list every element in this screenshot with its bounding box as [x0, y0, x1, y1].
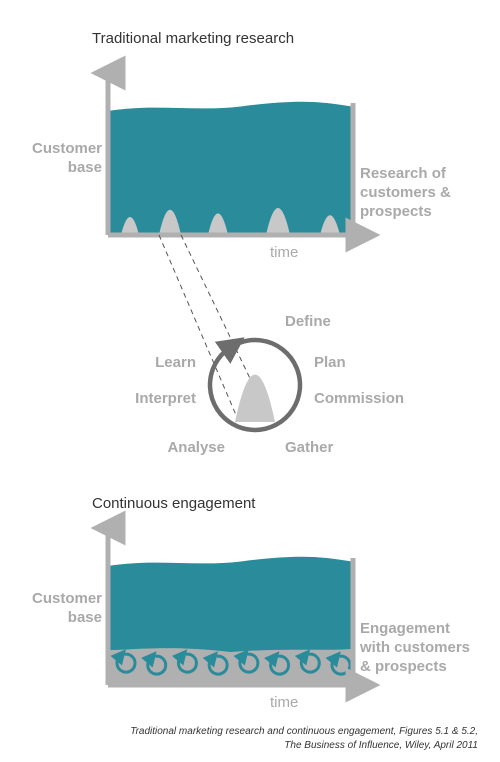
svg-text:Commission: Commission: [314, 390, 404, 407]
bottom-xlabel: time: [270, 694, 298, 713]
svg-text:Plan: Plan: [314, 354, 346, 371]
svg-text:Interpret: Interpret: [135, 390, 196, 407]
svg-text:Learn: Learn: [155, 354, 196, 371]
bottom-chart: [100, 520, 370, 695]
svg-text:Analyse: Analyse: [167, 439, 225, 456]
page: Traditional marketing research Customerb…: [0, 0, 500, 762]
bottom-title: Continuous engagement: [92, 495, 255, 512]
bottom-ylabel: Customerbase: [22, 590, 102, 628]
cycle-diagram: Define Plan Commission Gather Analyse Interpr…: [0, 0, 500, 500]
caption: Traditional marketing research and conti…: [130, 725, 478, 752]
svg-text:Define: Define: [285, 313, 331, 330]
bottom-annotation: Engagementwith customers& prospects: [360, 620, 470, 676]
svg-text:Gather: Gather: [285, 439, 334, 456]
